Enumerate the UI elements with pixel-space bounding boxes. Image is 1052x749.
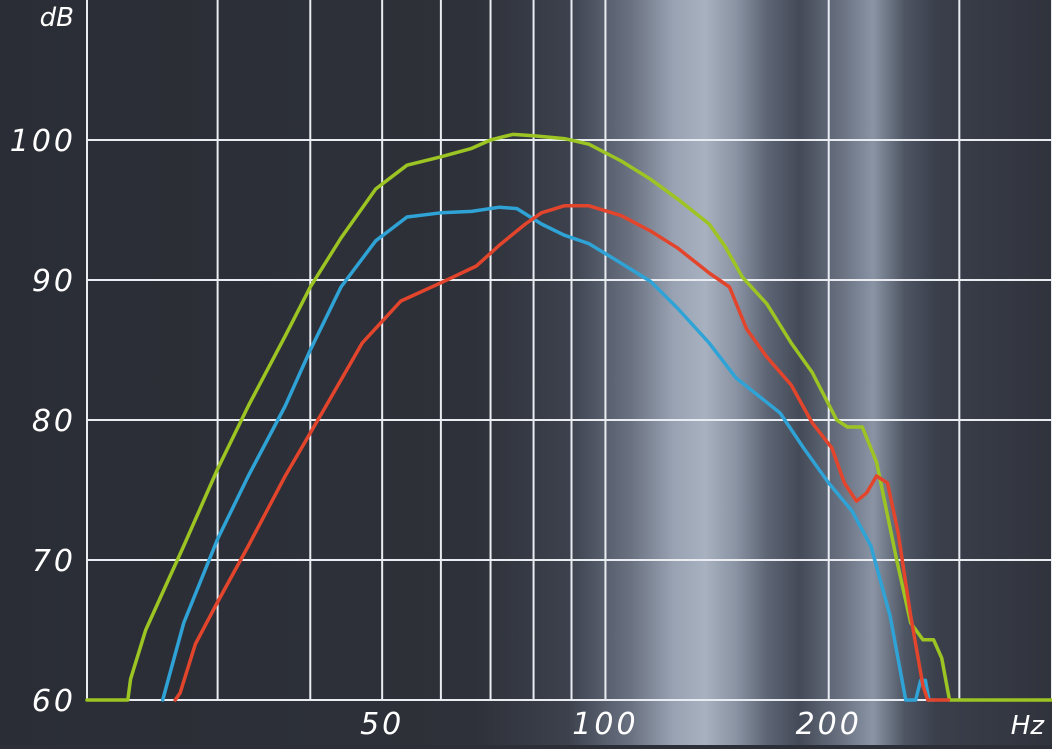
series-lines: [85, 132, 1052, 702]
series-line-2: [160, 205, 936, 702]
x-tick-label: 200: [796, 707, 862, 742]
y-tick-label: 90: [32, 264, 76, 299]
y-tick-label: 60: [32, 684, 76, 719]
series-line-1: [85, 132, 1052, 702]
y-axis-unit: dB: [40, 3, 74, 33]
x-tick-label: 50: [360, 707, 404, 742]
y-tick-label: 100: [10, 124, 76, 159]
x-axis-unit: Hz: [1011, 711, 1046, 741]
x-tick-label: 100: [572, 707, 638, 742]
axis-labels: 60 70 80 90 100 dB 50 100 200 Hz: [10, 3, 1046, 742]
y-tick-label: 70: [32, 544, 76, 579]
y-tick-label: 80: [32, 404, 76, 439]
series-line-3: [173, 204, 951, 702]
